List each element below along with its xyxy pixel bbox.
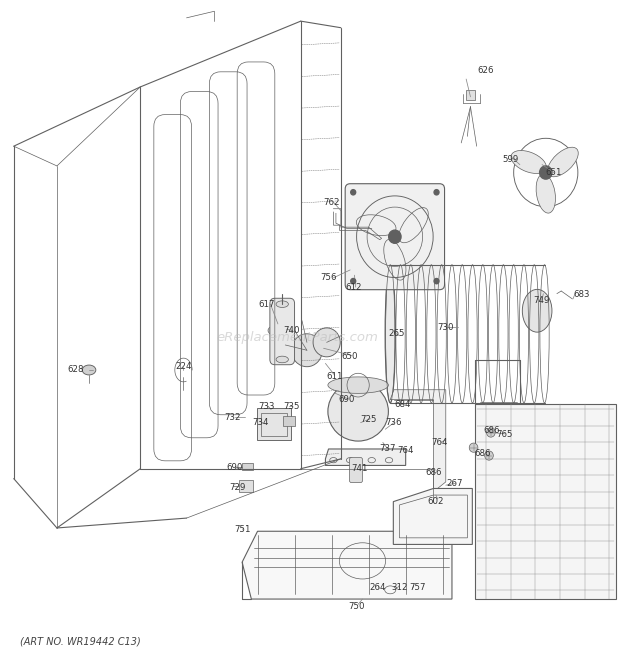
Text: 602: 602	[427, 497, 443, 506]
Text: 690: 690	[226, 463, 243, 472]
Text: 737: 737	[379, 444, 396, 453]
Circle shape	[313, 328, 340, 357]
Text: 740: 740	[283, 326, 299, 335]
Text: 757: 757	[410, 583, 427, 592]
Text: 651: 651	[546, 168, 562, 177]
Ellipse shape	[385, 264, 396, 403]
Text: 734: 734	[252, 418, 269, 427]
FancyBboxPatch shape	[345, 184, 445, 290]
Circle shape	[434, 190, 439, 195]
Circle shape	[389, 230, 401, 243]
Text: 756: 756	[321, 274, 337, 282]
FancyBboxPatch shape	[270, 298, 294, 365]
Text: 599: 599	[502, 155, 519, 164]
Bar	[260, 413, 286, 436]
Polygon shape	[242, 531, 452, 599]
Text: 736: 736	[385, 418, 402, 427]
Ellipse shape	[268, 326, 281, 335]
Text: 751: 751	[234, 525, 250, 535]
Text: 265: 265	[388, 329, 405, 338]
Text: 684: 684	[394, 400, 411, 408]
Polygon shape	[393, 488, 472, 545]
Text: 686: 686	[425, 467, 441, 477]
Ellipse shape	[281, 334, 293, 342]
Ellipse shape	[82, 365, 96, 375]
Bar	[239, 480, 252, 492]
Circle shape	[485, 451, 494, 460]
Text: 312: 312	[391, 583, 408, 592]
Text: 612: 612	[345, 283, 361, 292]
Polygon shape	[390, 390, 446, 492]
Ellipse shape	[276, 301, 288, 307]
Ellipse shape	[276, 356, 288, 363]
Text: 224: 224	[175, 362, 192, 371]
Text: 628: 628	[67, 366, 84, 375]
Bar	[242, 463, 253, 470]
Polygon shape	[476, 405, 616, 599]
Ellipse shape	[522, 290, 552, 332]
Text: (ART NO. WR19442 C13): (ART NO. WR19442 C13)	[20, 636, 141, 646]
Circle shape	[434, 278, 439, 284]
Text: 762: 762	[324, 198, 340, 207]
Ellipse shape	[511, 151, 546, 173]
Text: 725: 725	[360, 415, 377, 424]
Text: 683: 683	[574, 290, 590, 299]
Text: 765: 765	[496, 430, 513, 439]
Text: 749: 749	[533, 296, 550, 305]
Text: 267: 267	[447, 479, 463, 488]
Polygon shape	[326, 449, 405, 465]
Text: eReplacementParts.com: eReplacementParts.com	[217, 330, 379, 344]
Text: 732: 732	[224, 413, 241, 422]
Text: 733: 733	[259, 402, 275, 410]
Circle shape	[351, 190, 356, 195]
Ellipse shape	[328, 382, 388, 441]
Text: 750: 750	[348, 602, 365, 611]
Text: 686: 686	[484, 426, 500, 435]
Text: 690: 690	[339, 395, 355, 404]
Bar	[283, 416, 294, 426]
Text: 626: 626	[477, 66, 494, 75]
Text: 730: 730	[438, 323, 454, 332]
Circle shape	[469, 443, 478, 452]
Text: 650: 650	[342, 352, 358, 362]
Text: 686: 686	[474, 449, 491, 458]
Ellipse shape	[328, 377, 388, 393]
Text: 741: 741	[351, 464, 368, 473]
Bar	[466, 91, 476, 100]
Text: 735: 735	[283, 402, 299, 410]
Text: 729: 729	[229, 483, 246, 492]
Text: 764: 764	[397, 446, 414, 455]
Text: 764: 764	[432, 438, 448, 447]
FancyBboxPatch shape	[257, 408, 291, 440]
FancyBboxPatch shape	[350, 457, 363, 483]
Circle shape	[291, 334, 322, 367]
Circle shape	[351, 278, 356, 284]
Ellipse shape	[547, 147, 578, 176]
Text: 617: 617	[259, 299, 275, 309]
Circle shape	[487, 428, 495, 437]
Ellipse shape	[536, 174, 556, 213]
Text: 611: 611	[327, 372, 343, 381]
Circle shape	[539, 166, 552, 179]
Text: 264: 264	[370, 583, 386, 592]
